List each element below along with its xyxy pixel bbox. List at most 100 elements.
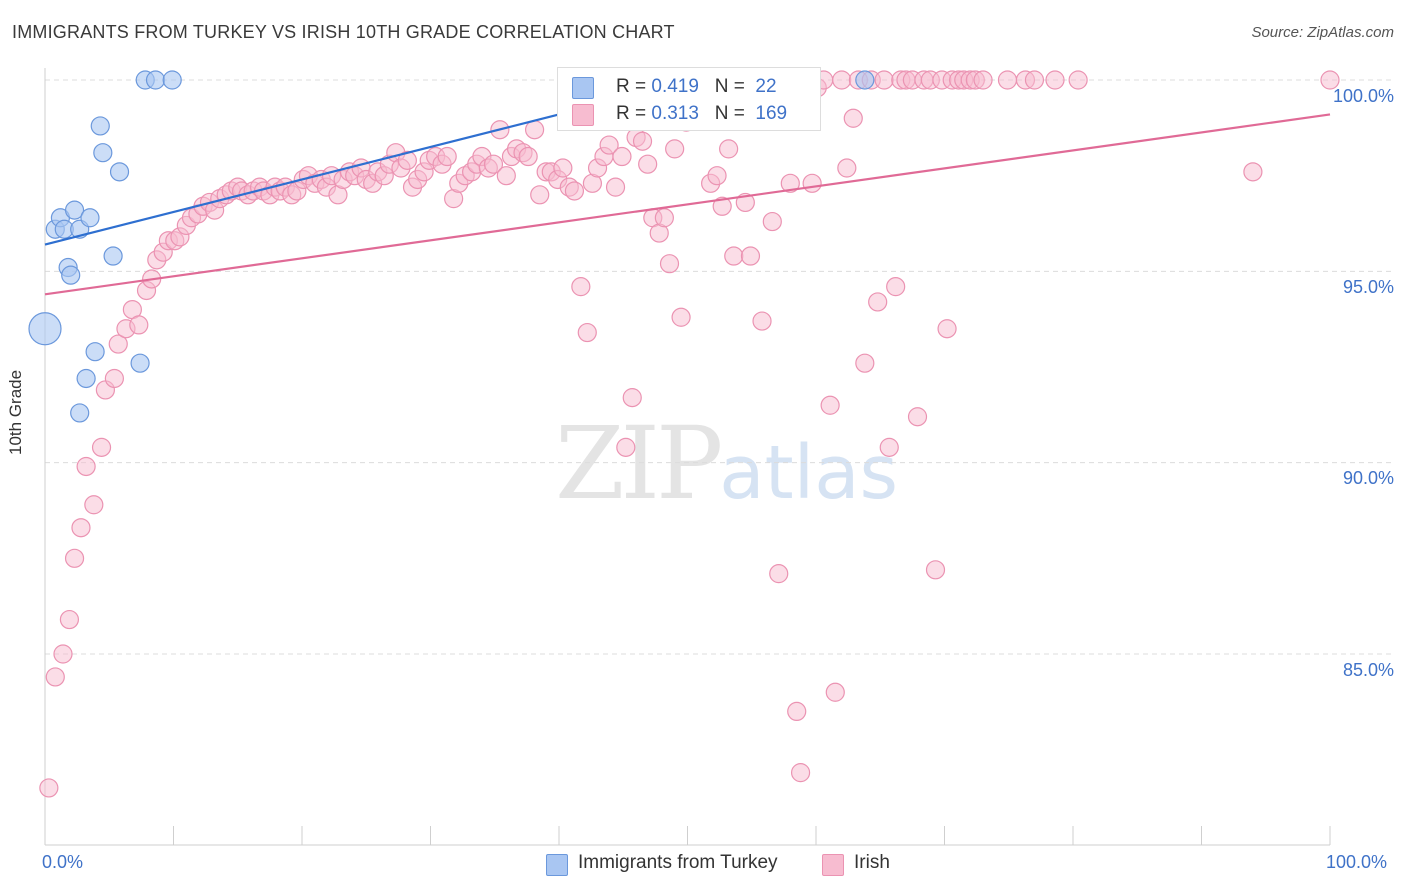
y-tick-85: 85.0% — [1342, 660, 1394, 680]
irish-point — [1243, 162, 1263, 182]
irish-point — [802, 173, 822, 193]
irish-point — [84, 495, 104, 515]
irish-point — [907, 407, 928, 427]
turkey-point — [28, 312, 62, 346]
legend-n-value-irish: 169 — [755, 103, 788, 124]
irish-point — [719, 139, 739, 159]
irish-point — [64, 548, 85, 568]
irish-point — [59, 609, 80, 630]
irish-point — [879, 437, 899, 457]
irish-point — [518, 146, 538, 167]
irish-point — [605, 177, 626, 197]
turkey-point — [80, 208, 100, 228]
irish-point — [780, 173, 800, 193]
legend-r-label-irish: R = — [616, 103, 652, 124]
legend-swatch-turkey — [572, 77, 594, 99]
watermark: ZIPatlas — [555, 405, 898, 522]
turkey-point — [70, 403, 90, 423]
irish-point — [671, 307, 691, 327]
irish-point — [71, 518, 91, 538]
irish-point — [39, 778, 59, 798]
legend-n-label-turkey: N = — [714, 76, 751, 97]
irish-point — [1068, 70, 1088, 90]
bottom-legend-swatch-irish — [822, 854, 844, 876]
irish-point — [437, 146, 457, 167]
legend-r-value-irish: 0.313 — [651, 103, 699, 124]
turkey-point — [90, 116, 110, 136]
irish-point — [997, 70, 1018, 90]
legend-r-label-turkey: R = — [616, 76, 652, 97]
irish-point — [832, 70, 852, 90]
irish-point — [925, 560, 946, 580]
irish-point — [76, 456, 96, 477]
irish-point — [790, 763, 811, 783]
irish-point — [973, 70, 993, 90]
irish-point — [707, 166, 727, 186]
turkey-trend-line — [44, 113, 560, 246]
irish-trend-line — [44, 113, 1331, 296]
irish-point — [762, 211, 782, 232]
x-tick-100: 100.0% — [1326, 852, 1388, 872]
turkey-point — [103, 246, 123, 266]
irish-point — [397, 150, 417, 170]
irish-point — [622, 388, 642, 408]
y-tick-100: 100.0% — [1332, 86, 1394, 106]
legend-swatch-irish — [572, 104, 594, 126]
irish-point — [1024, 70, 1045, 90]
irish-point — [524, 120, 545, 140]
irish-point — [553, 158, 573, 178]
legend-r-value-turkey: 0.419 — [651, 76, 699, 97]
turkey-point — [64, 200, 85, 220]
irish-point — [868, 292, 888, 312]
turkey-point — [162, 70, 182, 90]
irish-point — [632, 131, 653, 151]
chart-title: IMMIGRANTS FROM TURKEY VS IRISH 10TH GRA… — [12, 22, 675, 42]
irish-point — [53, 644, 73, 664]
legend-n-label-irish: N = — [714, 103, 751, 124]
watermark-atlas: atlas — [719, 430, 899, 516]
irish-point — [820, 395, 840, 415]
irish-point — [577, 322, 597, 343]
irish-point — [496, 166, 516, 186]
turkey-point — [145, 70, 166, 90]
irish-point — [665, 139, 685, 159]
irish-point — [855, 353, 875, 373]
irish-point — [638, 154, 658, 174]
irish-point — [129, 315, 149, 335]
irish-point — [937, 319, 957, 339]
irish-point — [659, 254, 680, 274]
turkey-point — [61, 265, 81, 285]
irish-point — [108, 334, 128, 354]
irish-point — [886, 277, 906, 297]
turkey-point — [85, 342, 105, 362]
irish-point — [45, 667, 65, 687]
turkey-point — [109, 162, 130, 182]
turkey-point — [93, 143, 113, 163]
irish-point — [564, 181, 585, 201]
irish-point — [530, 185, 550, 205]
turkey-point — [855, 70, 875, 90]
irish-point — [837, 158, 857, 178]
irish-point — [91, 437, 112, 457]
irish-point — [616, 437, 636, 457]
irish-point — [874, 70, 894, 90]
irish-point — [599, 135, 619, 155]
irish-point — [769, 564, 789, 584]
correlation-legend: R = 0.419 N = 22 R = 0.313 N = 169 — [557, 67, 821, 131]
irish-point — [654, 208, 674, 228]
irish-point — [787, 701, 807, 722]
irish-point — [712, 196, 732, 216]
irish-point — [825, 682, 845, 702]
irish-point — [612, 146, 632, 167]
irish-point — [740, 246, 761, 266]
irish-point — [571, 277, 591, 297]
y-tick-95: 95.0% — [1342, 277, 1394, 297]
bottom-legend-label-turkey: Immigrants from Turkey — [578, 852, 778, 873]
turkey-point — [76, 368, 96, 389]
legend-n-value-turkey: 22 — [755, 76, 777, 97]
irish-point — [483, 154, 504, 174]
bottom-legend-swatch-turkey — [546, 854, 568, 876]
irish-point — [843, 108, 863, 128]
x-tick-0: 0.0% — [42, 852, 84, 872]
